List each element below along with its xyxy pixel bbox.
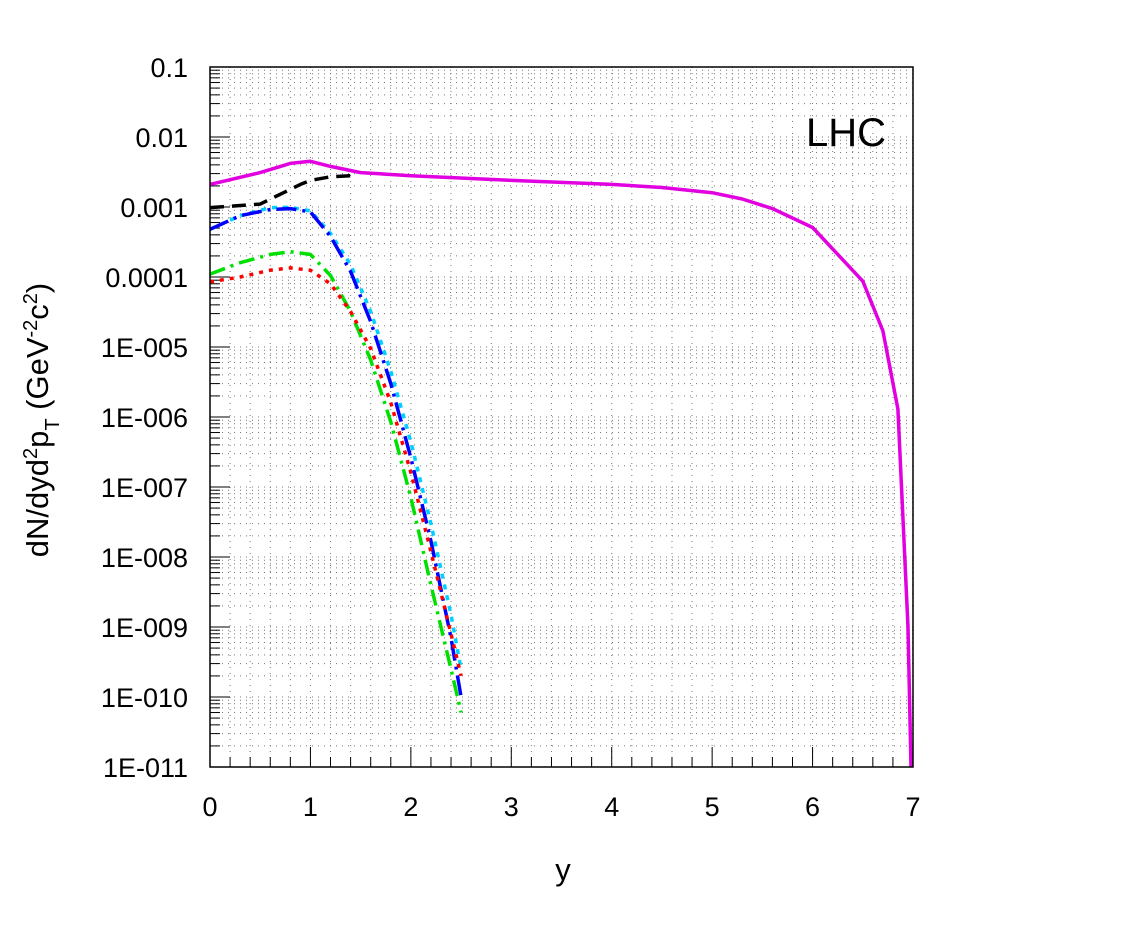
x-tick-label: 1	[303, 792, 318, 822]
x-axis-title: y	[555, 852, 571, 887]
y-axis-title-sup1: 2	[20, 448, 42, 459]
series-line-6	[209, 266, 463, 677]
y-axis-title: dN/dyd2pT (GeV-2c2)	[20, 283, 64, 558]
tick-labels: 0 1 2 3 4 5 6 7 0.1 0.01 0.001 0.0001 1E-005 1E-006 1E…	[101, 53, 921, 822]
y-tick-label: 0.001	[120, 193, 188, 223]
x-tick-label: 7	[905, 792, 920, 822]
y-axis-title-sup3: 2	[20, 293, 42, 304]
y-axis-title-unit-open: (GeV	[20, 337, 55, 418]
y-tick-label: 1E-008	[101, 543, 188, 573]
y-axis-title-base: dN/dyd	[20, 459, 55, 557]
x-tick-label: 6	[805, 792, 820, 822]
y-axis-title-sub: T	[42, 418, 64, 430]
series-line-1	[209, 159, 913, 768]
y-tick-label: 1E-010	[101, 683, 188, 713]
series-layer	[209, 159, 913, 768]
y-tick-label: 1E-009	[101, 613, 188, 643]
y-axis-title-unit-mid: c	[20, 304, 55, 320]
x-tick-label: 3	[504, 792, 519, 822]
y-axis-title-mid: p	[20, 431, 55, 448]
chart-annotation: LHC	[806, 111, 886, 155]
series-line-4	[209, 206, 463, 698]
x-tick-label: 4	[604, 792, 619, 822]
x-tick-label: 5	[705, 792, 720, 822]
y-tick-label: 1E-011	[103, 753, 188, 783]
y-tick-label: 0.1	[150, 53, 188, 83]
plot-frame	[209, 66, 914, 768]
y-axis-title-sup2: -2	[20, 320, 42, 338]
y-tick-label: 1E-005	[101, 333, 188, 363]
y-tick-label: 0.0001	[105, 263, 188, 293]
x-tick-label: 2	[403, 792, 418, 822]
series-line-2	[209, 173, 351, 210]
y-tick-label: 1E-006	[101, 403, 188, 433]
y-tick-label: 1E-007	[101, 473, 188, 503]
y-axis-title-unit-close: )	[20, 283, 55, 293]
series-line-5	[209, 249, 463, 713]
series-line-3	[209, 205, 463, 670]
x-tick-label: 0	[202, 792, 217, 822]
y-tick-label: 0.01	[135, 123, 188, 153]
